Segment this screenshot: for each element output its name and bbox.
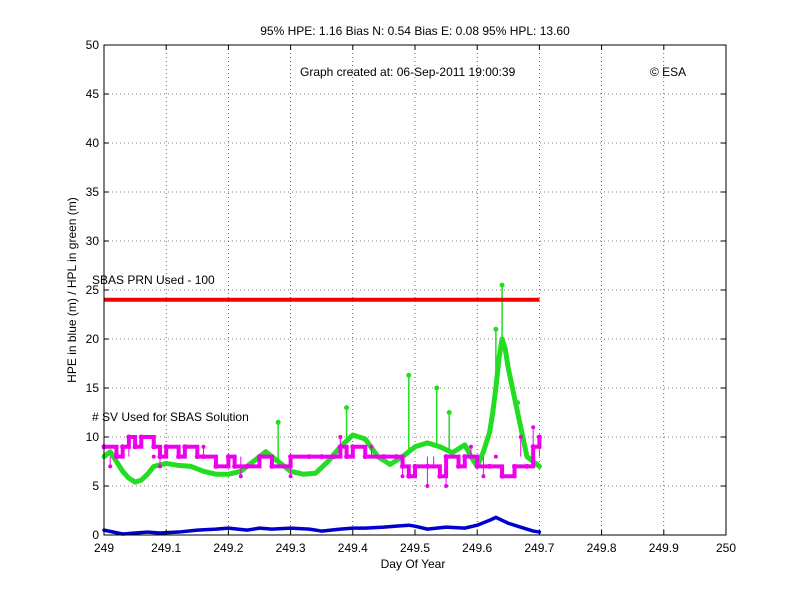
y-tick-label: 35 (86, 185, 100, 199)
sv-outlier-point (126, 435, 131, 439)
sv-used-point (406, 473, 412, 479)
sv-used-point (138, 434, 144, 440)
hpl-spike-point (499, 282, 505, 288)
hpl-spike-point (344, 405, 350, 411)
graph-created-annotation: Graph created at: 06-Sep-2011 19:00:39 (300, 65, 516, 79)
hpl-spike-point (406, 372, 412, 378)
sv-used-point (536, 434, 542, 440)
sv-used-point (257, 454, 262, 460)
sv-outlier-point (537, 444, 542, 449)
x-tick-label: 250 (716, 541, 736, 555)
sv-used-point (182, 444, 188, 450)
sv-used-point (393, 454, 399, 460)
sv-outlier-point (493, 454, 498, 459)
x-tick-label: 249.5 (400, 541, 430, 555)
y-tick-label: 0 (92, 528, 99, 542)
series-group (101, 282, 542, 536)
y-axis-label: HPE in blue (m) / HPL in green (m) (65, 197, 79, 383)
y-tick-label: 15 (86, 381, 100, 395)
sv-used-point (319, 454, 325, 460)
sv-used-point (244, 463, 250, 469)
sv-used-point (176, 454, 182, 460)
chart-title: 95% HPE: 1.16 Bias N: 0.54 Bias E: 0.08 … (260, 24, 570, 38)
hpe-series-line (102, 515, 542, 536)
sv-used-point (462, 454, 468, 460)
sv-used-point (120, 444, 126, 450)
sv-used-point (132, 444, 138, 450)
sv-outlier-point (431, 464, 436, 469)
sv-outlier-point (288, 474, 293, 479)
sv-used-point (456, 463, 462, 469)
sv-used-point (499, 473, 505, 479)
sv-outlier-point (468, 444, 473, 449)
sv-used-point (350, 444, 356, 450)
sv-used-point (344, 454, 350, 460)
sv-outlier-point (338, 435, 343, 439)
sv-outlier-point (201, 444, 206, 449)
sv-used-point (412, 463, 418, 469)
sv-outlier-point (108, 464, 113, 469)
sv-used-point (487, 463, 493, 469)
hpl-spike-point (446, 410, 452, 415)
y-tick-label: 10 (86, 430, 100, 444)
y-tick-label: 25 (86, 283, 100, 297)
esa-copyright-annotation: © ESA (650, 65, 686, 79)
y-tick-label: 50 (86, 38, 100, 52)
hpl-spike-point (275, 419, 281, 425)
sv-used-annotation: # SV Used for SBAS Solution (92, 410, 249, 424)
sv-used-point (194, 454, 200, 460)
y-tick-label: 40 (86, 136, 100, 150)
y-tick-label: 30 (86, 234, 100, 248)
hpl-spike-point (515, 400, 521, 406)
y-tick-label: 20 (86, 332, 100, 346)
x-tick-label: 249.1 (151, 541, 181, 555)
x-tick-label: 249 (94, 541, 114, 555)
x-tick-label: 249.7 (524, 541, 554, 555)
x-tick-label: 249.2 (213, 541, 243, 555)
sv-outlier-point (238, 474, 243, 479)
sv-outlier-point (531, 425, 536, 430)
sv-used-point (331, 454, 337, 460)
x-tick-label: 249.8 (587, 541, 617, 555)
sv-outlier-point (232, 454, 237, 459)
sv-used-point (524, 463, 530, 469)
sv-outlier-point (444, 484, 449, 488)
sv-outlier-point (369, 444, 374, 449)
x-tick-label: 249.6 (462, 541, 492, 555)
x-tick-label: 249.9 (649, 541, 679, 555)
sv-used-point (512, 463, 518, 469)
sv-used-point (151, 444, 157, 450)
sv-outlier-point (151, 454, 156, 459)
sv-outlier-point (518, 435, 523, 439)
sv-outlier-point (425, 484, 430, 488)
sv-used-point (225, 454, 231, 460)
sv-used-point (113, 454, 119, 460)
x-tick-label: 249.3 (276, 541, 306, 555)
y-tick-label: 45 (86, 87, 100, 101)
sbas-prn-annotation: SBAS PRN Used - 100 (92, 273, 215, 287)
sv-used-point (381, 454, 387, 460)
sv-used-point (362, 454, 368, 460)
sv-used-point (306, 454, 312, 460)
hpl-spike-point (493, 326, 499, 332)
x-tick-label: 249.4 (338, 541, 368, 555)
sv-outlier-point (157, 464, 162, 469)
x-axis-label: Day Of Year (381, 557, 446, 571)
sv-used-point (232, 463, 238, 469)
y-tick-label: 5 (92, 479, 99, 493)
sv-used-point (213, 463, 219, 469)
hpl-spike-point (434, 385, 440, 391)
sv-used-point (269, 463, 275, 469)
sv-outlier-point (400, 474, 405, 479)
sv-used-point (163, 444, 169, 450)
sv-used-point (474, 463, 480, 469)
sv-used-point (437, 473, 443, 479)
tick-marks (103, 44, 727, 536)
sv-outlier-point (481, 474, 486, 479)
